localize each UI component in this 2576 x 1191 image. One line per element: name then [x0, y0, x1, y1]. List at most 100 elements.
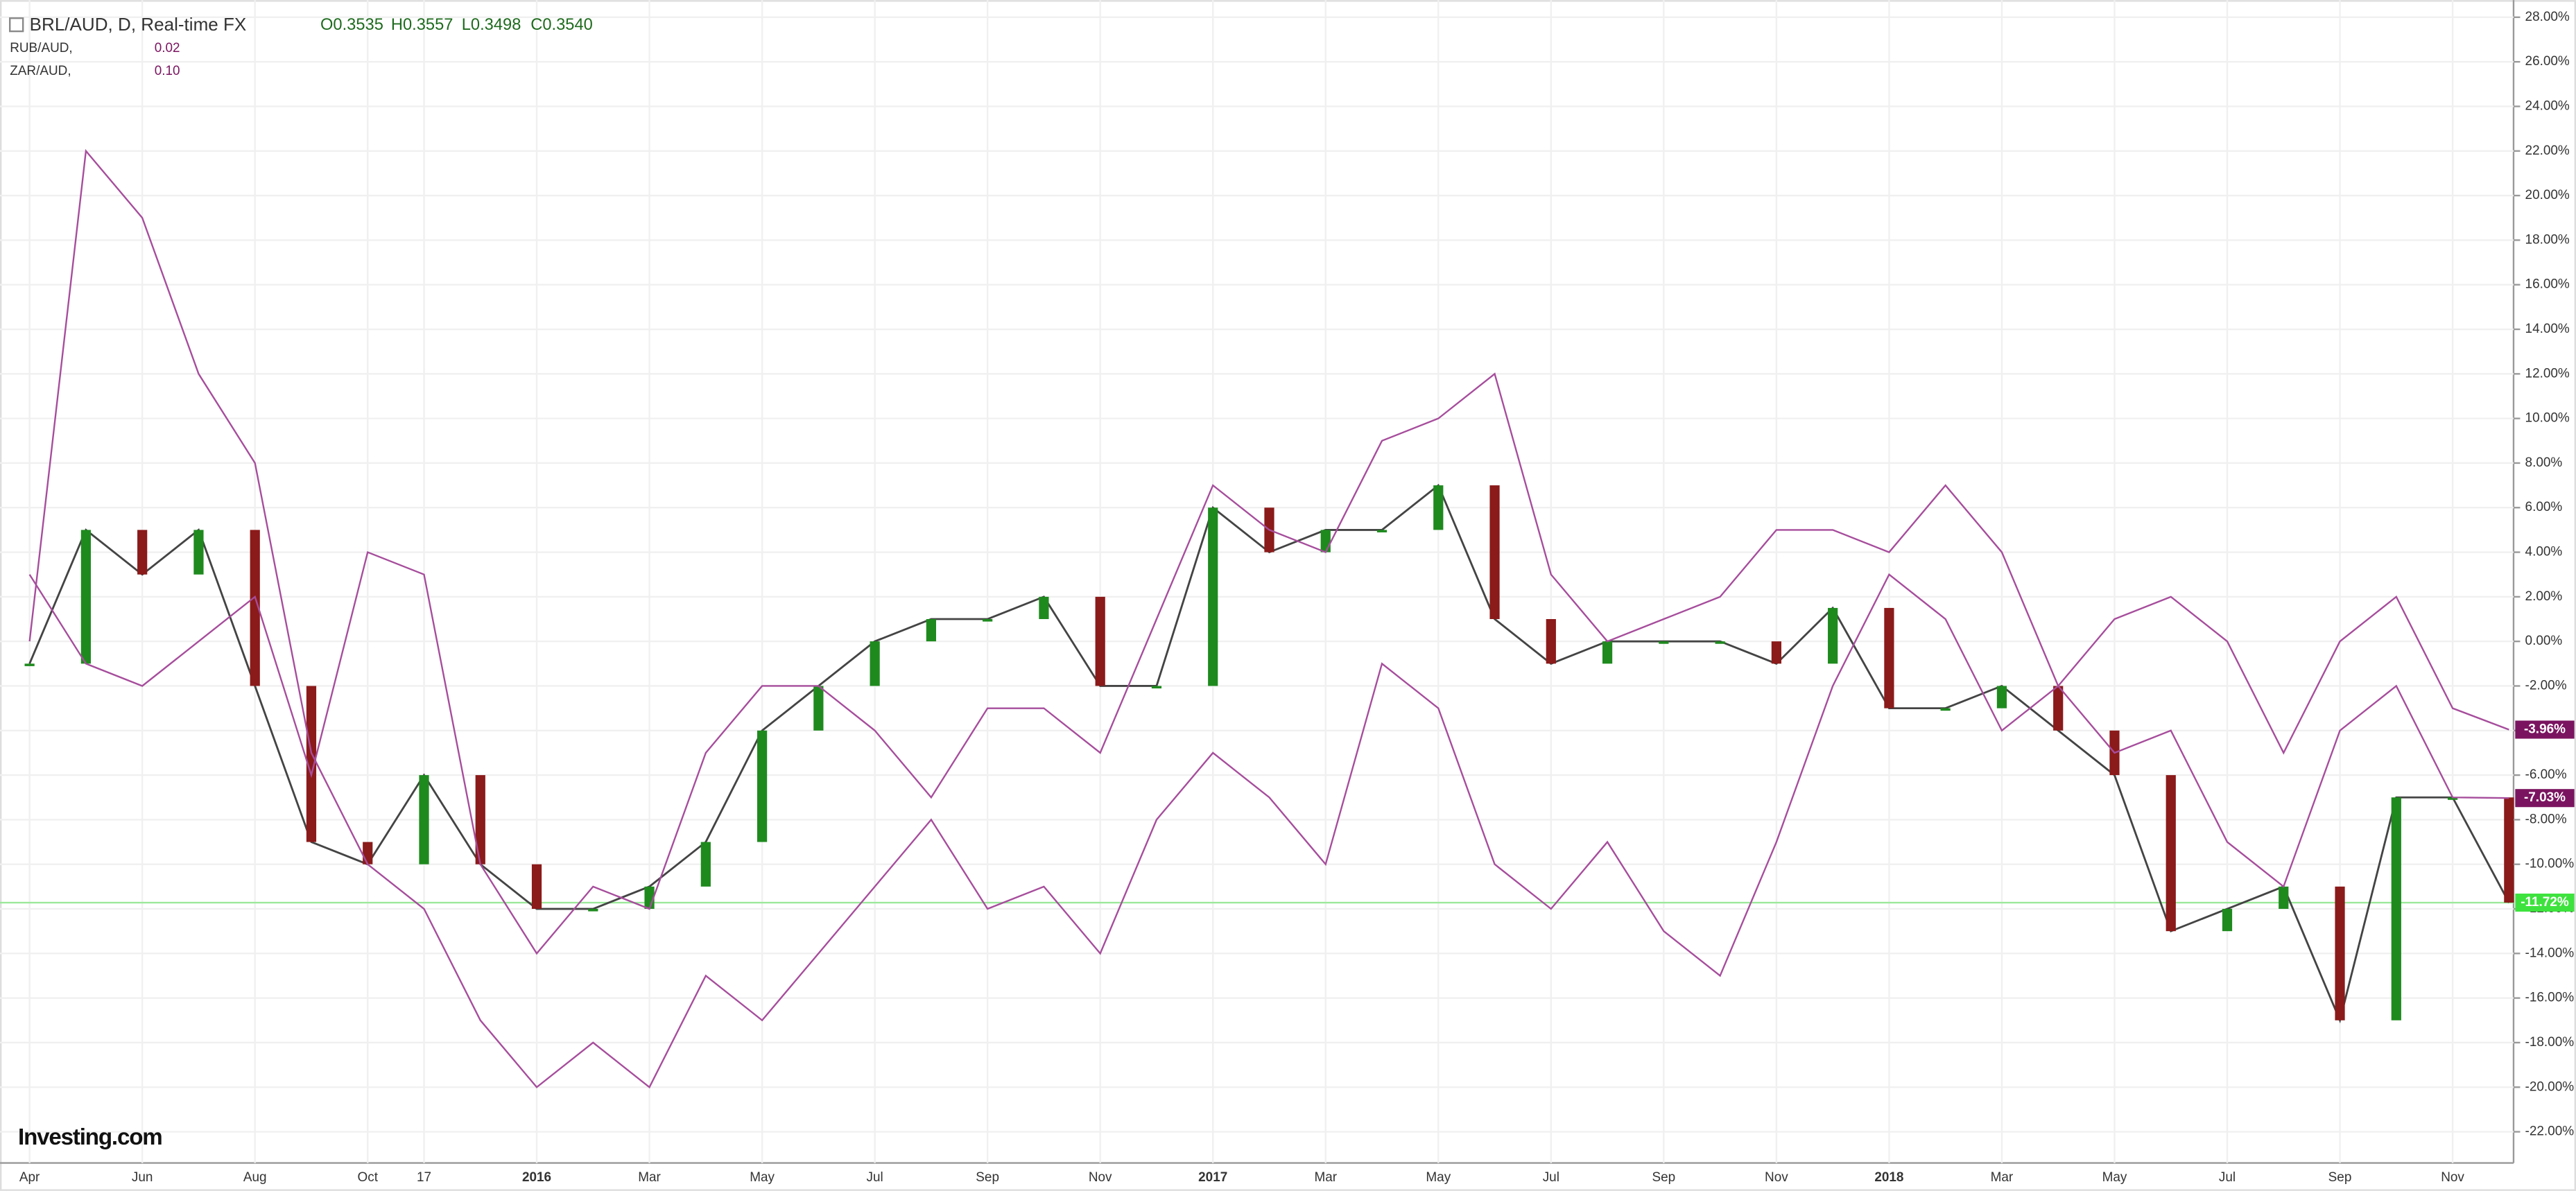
x-tick-label: 17 [417, 1170, 431, 1185]
x-tick-label: Aug [243, 1170, 267, 1185]
candle [1039, 596, 1049, 620]
candle [1095, 596, 1105, 686]
candle [1546, 619, 1556, 664]
y-tick-label: 22.00% [2525, 144, 2570, 158]
y-tick-label: 0.00% [2525, 634, 2563, 648]
y-tick-label: -2.00% [2525, 678, 2567, 693]
candle [1208, 507, 1218, 686]
candle [137, 530, 148, 575]
candle [1996, 686, 2007, 708]
x-tick-label: Oct [358, 1170, 379, 1185]
y-tick-label: -14.00% [2525, 946, 2575, 960]
candle [757, 730, 768, 842]
y-tick-label: -6.00% [2525, 767, 2567, 782]
line-series [28, 372, 2509, 955]
candle [1320, 530, 1331, 553]
x-tick-label: 2016 [522, 1170, 551, 1185]
candle [2335, 886, 2345, 1020]
x-tick-label: Sep [1652, 1170, 1675, 1185]
x-tick-label: Sep [976, 1170, 999, 1185]
candle [1884, 607, 1894, 708]
x-tick-label: 2017 [1198, 1170, 1227, 1185]
candle [1489, 485, 1500, 620]
candle [1151, 686, 1162, 689]
candle [531, 864, 542, 910]
candle [1659, 641, 1669, 644]
watermark: Investing.com [18, 1124, 162, 1150]
legend-value: 0.10 [155, 64, 180, 78]
y-tick-label: -16.00% [2525, 991, 2575, 1005]
y-tick-label: 14.00% [2525, 322, 2570, 336]
candle [1771, 641, 1781, 664]
candle [813, 686, 824, 731]
candle [2447, 797, 2458, 800]
candle [1433, 485, 1444, 530]
x-tick-label: May [1426, 1170, 1451, 1185]
candle [2391, 797, 2401, 1020]
y-tick-label: -20.00% [2525, 1079, 2575, 1094]
y-tick-label: -18.00% [2525, 1035, 2575, 1050]
y-tick-label: -8.00% [2525, 812, 2567, 826]
x-tick-label: Jul [867, 1170, 883, 1185]
y-tick-label: 26.00% [2525, 54, 2570, 69]
candle [475, 775, 485, 864]
collapse-icon[interactable] [9, 17, 24, 33]
x-tick-label: Jul [1543, 1170, 1559, 1185]
candle [2053, 686, 2064, 731]
x-tick-label: Mar [1314, 1170, 1337, 1185]
y-tick-label: 28.00% [2525, 10, 2570, 24]
candle [80, 530, 92, 664]
candle [250, 530, 260, 686]
x-tick-label: Nov [1089, 1170, 1112, 1185]
y-tick-label: 2.00% [2525, 589, 2563, 604]
candle [926, 619, 937, 642]
y-tick-label: -10.00% [2525, 857, 2575, 871]
last-value-badge [2515, 789, 2575, 808]
candle [2166, 775, 2176, 932]
axis: 28.00% 26.00% 24.00% 22.00% 20.00% 18.00% 16.0… [19, 10, 2575, 1185]
candle [700, 842, 711, 887]
candle [1715, 641, 1725, 644]
candle [2222, 909, 2233, 932]
candle [2504, 797, 2514, 903]
candle [588, 909, 598, 912]
legend-name: RUB/AUD, [10, 41, 72, 55]
legend-value: 0.02 [155, 41, 180, 55]
y-tick-label: 6.00% [2525, 500, 2563, 514]
ohlc-low: L0.3498 [462, 16, 521, 34]
x-tick-label: Sep [2328, 1170, 2352, 1185]
candle [1602, 641, 1613, 664]
candle [193, 530, 204, 575]
candle [419, 775, 429, 864]
x-tick-label: 2018 [1874, 1170, 1903, 1185]
last-value-label: -11.72% [2521, 895, 2569, 910]
y-tick-label: 8.00% [2525, 455, 2563, 470]
x-tick-label: Jul [2219, 1170, 2236, 1185]
x-tick-label: Mar [638, 1170, 661, 1185]
last-value-label: -3.96% [2524, 722, 2566, 737]
candle [363, 842, 373, 864]
x-tick-label: Mar [1991, 1170, 2014, 1185]
x-tick-label: May [750, 1170, 775, 1185]
candle [306, 686, 317, 842]
grid [0, 0, 2514, 1163]
ohlc-open: O0.3535 [320, 16, 383, 34]
candle [1376, 530, 1388, 532]
x-tick-label: May [2102, 1170, 2127, 1185]
ohlc-high: H0.3557 [391, 16, 453, 34]
y-tick-label: -22.00% [2525, 1124, 2575, 1139]
y-tick-label: 20.00% [2525, 188, 2570, 202]
x-tick-label: Nov [1765, 1170, 1788, 1185]
last-value-badge [2515, 720, 2575, 739]
candle [2279, 886, 2289, 910]
last-value-badge [2515, 893, 2575, 912]
symbol-title: BRL/AUD, D, Real-time FX [30, 14, 247, 35]
candle [870, 641, 880, 686]
candle [1940, 708, 1951, 711]
y-tick-label: 16.00% [2525, 277, 2570, 292]
y-tick-label: 12.00% [2525, 366, 2570, 381]
candle [983, 619, 993, 622]
x-tick-label: Jun [132, 1170, 153, 1185]
